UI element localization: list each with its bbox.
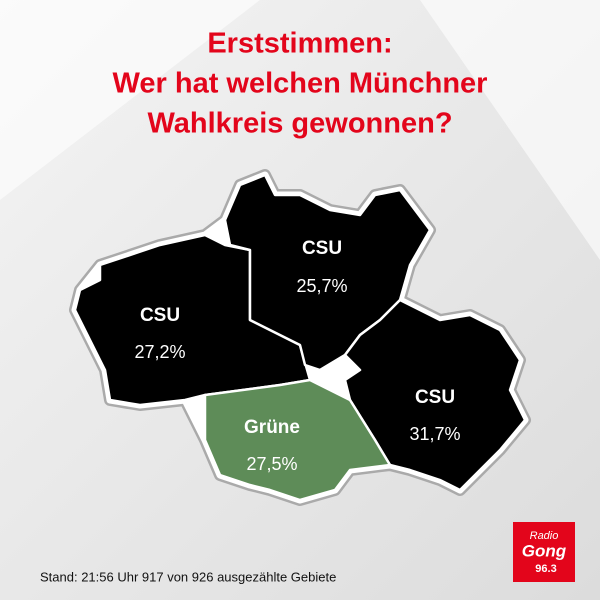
title-line: Wahlkreis gewonnen? xyxy=(147,108,452,140)
district xyxy=(203,378,392,502)
logo: Radio Gong 96.3 xyxy=(513,522,575,582)
title-line: Wer hat welchen Münchner xyxy=(113,68,488,100)
logo-text: Radio xyxy=(530,530,559,542)
district-party: CSU xyxy=(140,305,180,326)
title-line: Erststimmen: xyxy=(207,28,392,60)
footer-note: Stand: 21:56 Uhr 917 von 926 ausgezählte… xyxy=(40,569,336,584)
district-result: 27,5% xyxy=(246,454,297,474)
district-party: Grüne xyxy=(244,417,300,438)
district-result: 31,7% xyxy=(409,424,460,444)
district xyxy=(343,298,527,492)
district-result: 25,7% xyxy=(296,276,347,296)
decor xyxy=(0,0,260,200)
district-party: CSU xyxy=(302,238,342,259)
logo-text: 96.3 xyxy=(535,563,556,575)
decor xyxy=(420,0,600,260)
logo-text: Gong xyxy=(522,541,567,560)
district-party: CSU xyxy=(415,387,455,408)
map xyxy=(69,169,531,506)
logo-box xyxy=(513,522,575,582)
district-result: 27,2% xyxy=(134,342,185,362)
